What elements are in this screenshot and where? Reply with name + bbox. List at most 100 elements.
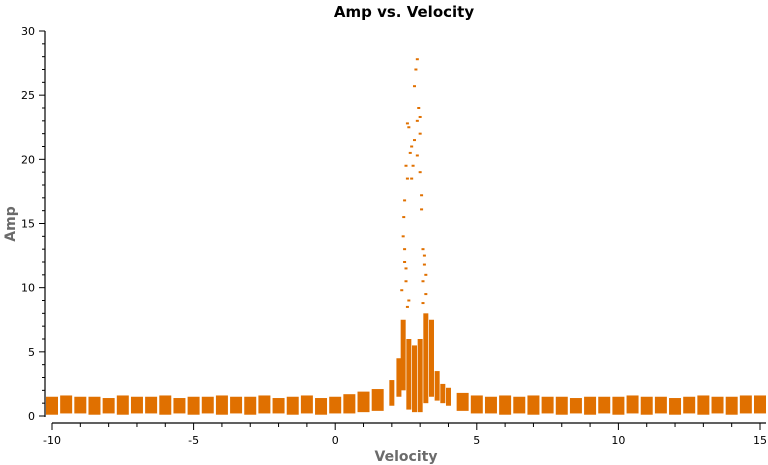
channel-range-mark bbox=[626, 395, 639, 414]
data-point bbox=[415, 58, 419, 61]
y-tick-label: 10 bbox=[21, 282, 35, 295]
data-point bbox=[412, 139, 416, 142]
data-point bbox=[412, 85, 416, 88]
channel-range-mark bbox=[499, 395, 512, 415]
x-tick-label: -10 bbox=[43, 434, 61, 447]
channel-range-mark bbox=[612, 396, 625, 415]
channel-range-mark bbox=[470, 395, 483, 414]
channel-range-mark bbox=[440, 383, 446, 404]
data-point bbox=[410, 145, 414, 148]
data-point bbox=[403, 199, 407, 202]
data-point bbox=[404, 267, 408, 270]
x-axis-label: Velocity bbox=[375, 449, 438, 465]
data-point bbox=[421, 280, 425, 283]
channel-range-mark bbox=[159, 395, 172, 415]
data-point bbox=[405, 122, 409, 125]
channel-range-mark bbox=[130, 396, 143, 414]
channel-range-mark bbox=[739, 395, 752, 414]
data-point bbox=[420, 194, 424, 197]
data-point bbox=[414, 68, 418, 71]
channel-range-mark bbox=[201, 396, 214, 414]
channel-range-mark bbox=[329, 396, 342, 414]
data-point bbox=[424, 273, 428, 276]
channel-range-mark bbox=[389, 380, 395, 406]
data-point bbox=[415, 119, 419, 122]
channel-range-mark bbox=[445, 387, 451, 406]
channel-range-mark bbox=[215, 395, 228, 415]
data-point bbox=[422, 254, 426, 257]
y-tick-label: 20 bbox=[21, 153, 35, 166]
channel-range-mark bbox=[244, 396, 257, 415]
data-marks bbox=[46, 58, 766, 415]
data-point bbox=[418, 115, 422, 118]
data-point bbox=[415, 154, 419, 157]
y-axis-label: Amp bbox=[3, 206, 19, 241]
channel-range-mark bbox=[711, 396, 724, 414]
channel-range-mark bbox=[598, 396, 611, 414]
data-point bbox=[420, 208, 424, 211]
channel-range-mark bbox=[116, 395, 129, 415]
x-tick-label: 10 bbox=[611, 434, 625, 447]
channel-range-mark bbox=[555, 396, 568, 415]
data-point bbox=[405, 177, 409, 180]
channel-range-mark bbox=[754, 395, 766, 414]
channel-range-mark bbox=[697, 395, 710, 415]
y-tick-label: 5 bbox=[28, 346, 35, 359]
channel-range-mark bbox=[513, 396, 526, 414]
data-point bbox=[424, 293, 428, 296]
channel-range-mark bbox=[230, 396, 243, 414]
channel-range-mark bbox=[173, 398, 186, 414]
data-point bbox=[401, 235, 405, 238]
channel-range-mark bbox=[423, 313, 429, 404]
channel-range-mark bbox=[258, 395, 271, 414]
channel-range-mark bbox=[74, 396, 87, 414]
data-point bbox=[403, 248, 407, 251]
x-tick-label: 15 bbox=[753, 434, 767, 447]
data-point bbox=[407, 126, 411, 129]
y-tick-label: 15 bbox=[21, 218, 35, 231]
channel-range-mark bbox=[406, 339, 412, 410]
data-point bbox=[418, 132, 422, 135]
channel-range-mark bbox=[88, 396, 101, 415]
data-point bbox=[418, 171, 422, 174]
channel-range-mark bbox=[102, 398, 115, 414]
y-tick-label: 25 bbox=[21, 89, 35, 102]
channel-range-mark bbox=[396, 358, 402, 397]
x-tick-label: 5 bbox=[473, 434, 480, 447]
channel-range-mark bbox=[371, 389, 384, 411]
channel-range-mark bbox=[569, 398, 582, 414]
data-point bbox=[404, 164, 408, 167]
channel-range-mark bbox=[541, 396, 554, 414]
axes: 0 5 10 15 20 25 30 -10 -5 0 5 10 15 bbox=[21, 25, 767, 447]
channel-range-mark bbox=[187, 396, 200, 415]
data-point bbox=[402, 216, 406, 219]
channel-range-mark bbox=[46, 396, 58, 415]
channel-range-mark bbox=[417, 339, 423, 413]
channel-range-mark bbox=[527, 395, 540, 415]
data-point bbox=[411, 164, 415, 167]
channel-range-mark bbox=[300, 395, 313, 414]
channel-range-mark bbox=[315, 398, 328, 415]
channel-range-mark bbox=[357, 391, 370, 413]
data-point bbox=[422, 263, 426, 266]
channel-range-mark bbox=[669, 398, 682, 415]
data-point bbox=[417, 107, 421, 109]
channel-range-mark bbox=[434, 371, 440, 401]
channel-range-mark bbox=[683, 396, 696, 414]
y-tick-label: 0 bbox=[28, 410, 35, 423]
data-point bbox=[421, 248, 425, 251]
channel-range-mark bbox=[428, 319, 434, 397]
y-tick-label: 30 bbox=[21, 25, 35, 38]
data-point bbox=[407, 299, 411, 302]
data-point bbox=[408, 151, 412, 154]
data-point bbox=[405, 305, 409, 308]
data-point bbox=[410, 177, 414, 180]
channel-range-mark bbox=[456, 392, 469, 411]
channel-range-mark bbox=[272, 398, 285, 414]
channel-range-mark bbox=[60, 395, 73, 414]
channel-range-mark bbox=[286, 396, 299, 415]
channel-range-mark bbox=[400, 319, 406, 391]
channel-range-mark bbox=[640, 396, 653, 415]
data-point bbox=[404, 280, 408, 283]
